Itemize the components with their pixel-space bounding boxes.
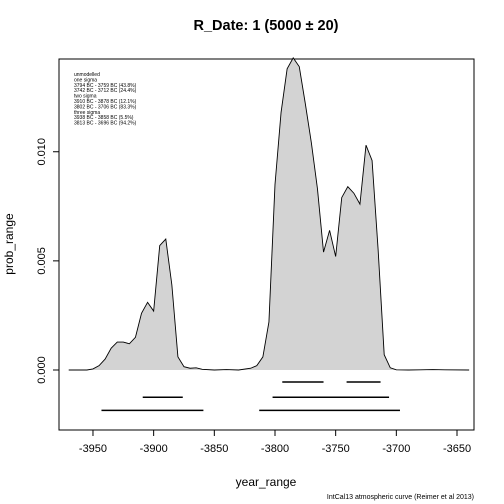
x-tick-label: -3700 (382, 443, 410, 455)
y-tick-label: 0.000 (36, 356, 48, 384)
legend-line: 3742 BC - 3712 BC (24.4%) (74, 88, 137, 94)
x-axis: -3950 -3900 -3850 -3800 -3750 -3700 -3650 (79, 429, 471, 455)
legend-line: 3794 BC - 3759 BC (43.8%) (74, 83, 137, 89)
legend-line: 3813 BC - 3696 BC (94.2%) (74, 121, 137, 127)
y-axis: 0.000 0.005 0.010 (36, 138, 60, 384)
chart-title: R_Date: 1 (5000 ± 20) (194, 18, 339, 34)
legend-line: unmodelled (74, 72, 100, 78)
legend-line: one sigma (74, 77, 97, 83)
y-axis-label: prob_range (2, 213, 16, 275)
x-tick-label: -3900 (140, 443, 168, 455)
legend-line: 3938 BC - 3858 BC (5.5%) (74, 115, 134, 121)
legend-line: 3910 BC - 3878 BC (12.1%) (74, 99, 137, 105)
y-tick-label: 0.010 (36, 138, 48, 166)
x-tick-label: -3850 (200, 443, 228, 455)
range-bars-layer (101, 381, 400, 412)
y-tick-label: 0.005 (36, 247, 48, 275)
x-tick-label: -3950 (79, 443, 107, 455)
x-tick-label: -3800 (261, 443, 289, 455)
density-area-layer (68, 57, 470, 371)
density-curve (68, 57, 470, 371)
legend-line: 3802 BC - 3706 BC (83.3%) (74, 104, 137, 110)
x-tick-label: -3650 (443, 443, 471, 455)
legend-line: three sigma (74, 110, 100, 116)
credit-text: IntCal13 atmospheric curve (Reimer et al… (327, 494, 474, 501)
legend-line: two sigma (74, 94, 97, 100)
x-axis-label: year_range (236, 475, 297, 489)
x-tick-label: -3750 (322, 443, 350, 455)
density-area-fill (68, 57, 470, 370)
